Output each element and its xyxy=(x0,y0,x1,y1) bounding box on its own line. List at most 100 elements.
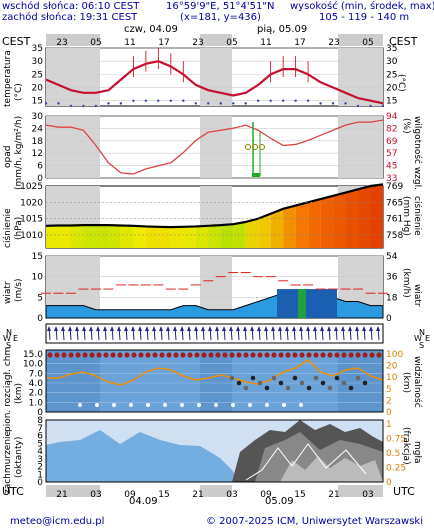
top-hour-05: 05 xyxy=(226,38,237,48)
cloud-top-dot xyxy=(138,352,144,358)
pressure-fill-segment xyxy=(308,199,321,248)
wind-tick-5: 5 xyxy=(37,293,43,303)
precip-label: opad xyxy=(3,145,13,168)
top-hour-05: 05 xyxy=(362,38,373,48)
wind-direction-arrowhead xyxy=(187,326,191,331)
cloud-base-dot xyxy=(313,375,319,381)
temp-tick-left-35: 35 xyxy=(32,44,43,54)
cloud-top-dot xyxy=(124,352,130,358)
visibility-tick-5: 5 xyxy=(386,385,392,395)
header-night-band-1 xyxy=(200,34,232,46)
cloud-top-dot xyxy=(82,352,88,358)
wind-direction-arrowhead xyxy=(341,326,345,331)
wind-direction-arrowhead xyxy=(131,326,135,331)
top-hour-05: 05 xyxy=(90,38,101,48)
cloud-tick-2.0: 2.0 xyxy=(29,389,44,399)
cloud-base-dot xyxy=(355,375,361,381)
temp-tick-left-20: 20 xyxy=(32,84,44,94)
visibility-tick-100: 100 xyxy=(386,350,403,360)
cloud-top-dot xyxy=(250,352,256,358)
wind-direction-arrowhead xyxy=(208,326,212,331)
fog-dot xyxy=(197,403,201,407)
bottom-hour-03: 03 xyxy=(226,490,237,500)
cloud-top-dot xyxy=(54,352,60,358)
wind-direction-arrowhead xyxy=(68,326,72,331)
dewpoint-dot xyxy=(107,102,110,105)
cloud-base-dot xyxy=(341,380,347,386)
precip-unit: (mm/h, kg/m²/h) xyxy=(14,115,24,190)
cloud-top-dot xyxy=(47,352,53,358)
cloud-top-dot xyxy=(257,352,263,358)
fog-dot xyxy=(180,403,184,407)
wind-direction-arrowhead xyxy=(264,326,268,331)
wind-direction-arrowhead xyxy=(75,326,79,331)
dewpoint-dot xyxy=(94,104,98,108)
wind-direction-arrowhead xyxy=(194,326,198,331)
visibility-unit: (km) xyxy=(401,372,411,394)
cloud-base-dot xyxy=(278,380,284,386)
wind-direction-arrowhead xyxy=(138,326,142,331)
temp-tick-left-30: 30 xyxy=(32,57,44,67)
cloud-top-dot xyxy=(362,352,368,358)
cloud-top-dot xyxy=(117,352,123,358)
temp-tick-left-15: 15 xyxy=(32,97,43,107)
pressure-label-right: ciśnienie xyxy=(412,196,422,236)
wind-direction-arrowhead xyxy=(61,326,65,331)
wind-direction-arrowhead xyxy=(145,326,149,331)
pressure-fill-segment xyxy=(70,225,84,248)
wind-direction-arrowhead xyxy=(320,326,324,331)
utc-left: UTC xyxy=(2,485,24,498)
wind-label: wiatr xyxy=(3,281,13,304)
wind-direction-arrowhead xyxy=(103,326,107,331)
wind-direction-arrowhead xyxy=(278,326,282,331)
pressure-fill-segment xyxy=(295,202,309,248)
fog-dot xyxy=(163,403,167,407)
wind-direction-arrowhead xyxy=(292,326,296,331)
compass-e-left: E xyxy=(13,334,19,343)
cloud-top-dot xyxy=(152,352,158,358)
wind-direction-arrowhead xyxy=(215,326,219,331)
wind-direction-arrowhead xyxy=(348,326,352,331)
pressure-fill-segment xyxy=(58,225,71,248)
dewpoint-dot xyxy=(369,104,372,108)
precip-night-0 xyxy=(46,116,100,178)
day2-label: pią, 05.09 xyxy=(257,24,308,35)
compass-n-left: N xyxy=(6,328,12,337)
pressure-tick-1015: 1015 xyxy=(20,215,43,225)
dewpoint-dot xyxy=(244,102,247,105)
cloud-top-dot xyxy=(208,352,214,358)
dewpoint-dot xyxy=(182,99,185,102)
wind-direction-arrowhead xyxy=(110,326,114,331)
cloud-tick-7.0: 7.0 xyxy=(29,369,44,379)
pressure-fill-segment xyxy=(83,225,96,248)
cover-tick-4: 4 xyxy=(37,447,43,457)
cloud-base-dot xyxy=(362,380,368,386)
cloud-base-dot xyxy=(306,385,312,391)
compass-s-right: S xyxy=(419,341,425,350)
cloud-height-unit: (km) xyxy=(14,382,24,404)
wind-direction-arrowhead xyxy=(152,326,156,331)
cloud-base-dot xyxy=(334,375,340,381)
compass-n-right: N xyxy=(419,328,425,337)
cloud-cover-unit: (oktanty) xyxy=(14,436,24,478)
cloud-top-dot xyxy=(110,352,116,358)
footer-email[interactable]: meteo@icm.edu.pl xyxy=(10,516,105,527)
pressure-tick-1025: 1025 xyxy=(20,182,43,192)
pressure-fill-segment xyxy=(283,205,296,248)
cloud-night-1 xyxy=(200,350,232,412)
temp-night-0 xyxy=(46,48,100,106)
pressure-unit-left: (hPa) xyxy=(14,216,24,240)
cloud-frame-outline xyxy=(45,349,384,413)
visibility-tick-0: 0 xyxy=(386,408,392,418)
wind-direction-arrowhead xyxy=(355,326,359,331)
wind-direction-arrowhead xyxy=(376,326,380,331)
dewpoint-dot xyxy=(281,99,285,102)
tz-right: CEST xyxy=(389,35,418,48)
cloud-night-2 xyxy=(338,350,383,412)
pressure-fill-segment xyxy=(158,226,171,248)
cloud-top-dot xyxy=(96,352,102,358)
cloud-base-dot xyxy=(285,385,291,391)
dewpoint-dot xyxy=(57,102,60,105)
wind-direction-arrowhead xyxy=(334,326,338,331)
cloud-base-dot xyxy=(243,385,249,391)
